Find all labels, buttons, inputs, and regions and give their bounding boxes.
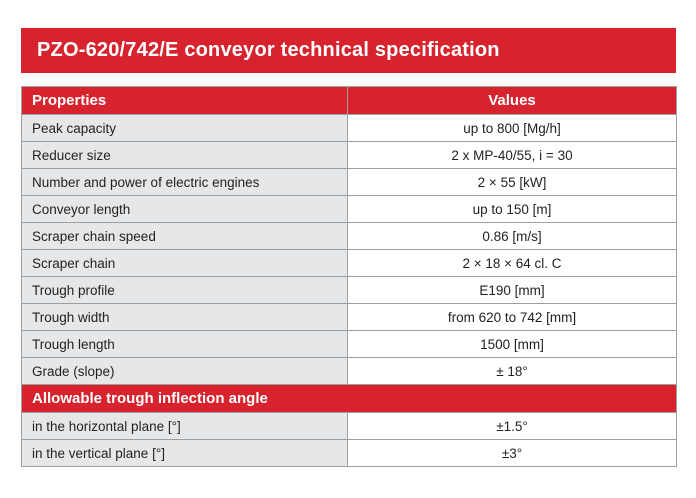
- table-row: in the horizontal plane [°] ±1.5°: [21, 412, 677, 440]
- section-header: Allowable trough inflection angle: [21, 384, 677, 413]
- property-cell: Scraper chain speed: [21, 222, 348, 250]
- column-header-values: Values: [347, 86, 677, 115]
- value-cell: ±3°: [347, 439, 677, 467]
- table-row: Reducer size 2 x MP-40/55, i = 30: [21, 141, 677, 169]
- table-row: Scraper chain 2 × 18 × 64 cl. C: [21, 249, 677, 277]
- page-title: PZO-620/742/E conveyor technical specifi…: [37, 39, 500, 61]
- spec-table: Properties Values Peak capacity up to 800…: [21, 86, 677, 467]
- value-cell: ± 18°: [347, 357, 677, 385]
- property-cell: in the vertical plane [°]: [21, 439, 348, 467]
- title-banner: PZO-620/742/E conveyor technical specifi…: [21, 28, 676, 73]
- value-cell: 2 × 18 × 64 cl. C: [347, 249, 677, 277]
- table-row: Trough width from 620 to 742 [mm]: [21, 303, 677, 331]
- table-row: Number and power of electric engines 2 × …: [21, 168, 677, 196]
- property-cell: Trough length: [21, 330, 348, 358]
- property-cell: Peak capacity: [21, 114, 348, 142]
- value-cell: 2 x MP-40/55, i = 30: [347, 141, 677, 169]
- table-row: Trough length 1500 [mm]: [21, 330, 677, 358]
- value-cell: 0.86 [m/s]: [347, 222, 677, 250]
- property-cell: in the horizontal plane [°]: [21, 412, 348, 440]
- value-cell: from 620 to 742 [mm]: [347, 303, 677, 331]
- property-cell: Scraper chain: [21, 249, 348, 277]
- spec-sheet-page: PZO-620/742/E conveyor technical specifi…: [21, 28, 677, 467]
- property-cell: Reducer size: [21, 141, 348, 169]
- value-cell: up to 800 [Mg/h]: [347, 114, 677, 142]
- table-row: Grade (slope) ± 18°: [21, 357, 677, 385]
- value-cell: 2 × 55 [kW]: [347, 168, 677, 196]
- property-cell: Trough width: [21, 303, 348, 331]
- table-row: in the vertical plane [°] ±3°: [21, 439, 677, 467]
- property-cell: Trough profile: [21, 276, 348, 304]
- table-row: Conveyor length up to 150 [m]: [21, 195, 677, 223]
- value-cell: up to 150 [m]: [347, 195, 677, 223]
- property-cell: Conveyor length: [21, 195, 348, 223]
- column-header-properties: Properties: [21, 86, 348, 115]
- table-header-row: Properties Values: [21, 86, 677, 115]
- section-header-row: Allowable trough inflection angle: [21, 384, 677, 413]
- table-row: Scraper chain speed 0.86 [m/s]: [21, 222, 677, 250]
- table-row: Trough profile E190 [mm]: [21, 276, 677, 304]
- table-row: Peak capacity up to 800 [Mg/h]: [21, 114, 677, 142]
- value-cell: 1500 [mm]: [347, 330, 677, 358]
- value-cell: E190 [mm]: [347, 276, 677, 304]
- value-cell: ±1.5°: [347, 412, 677, 440]
- property-cell: Number and power of electric engines: [21, 168, 348, 196]
- property-cell: Grade (slope): [21, 357, 348, 385]
